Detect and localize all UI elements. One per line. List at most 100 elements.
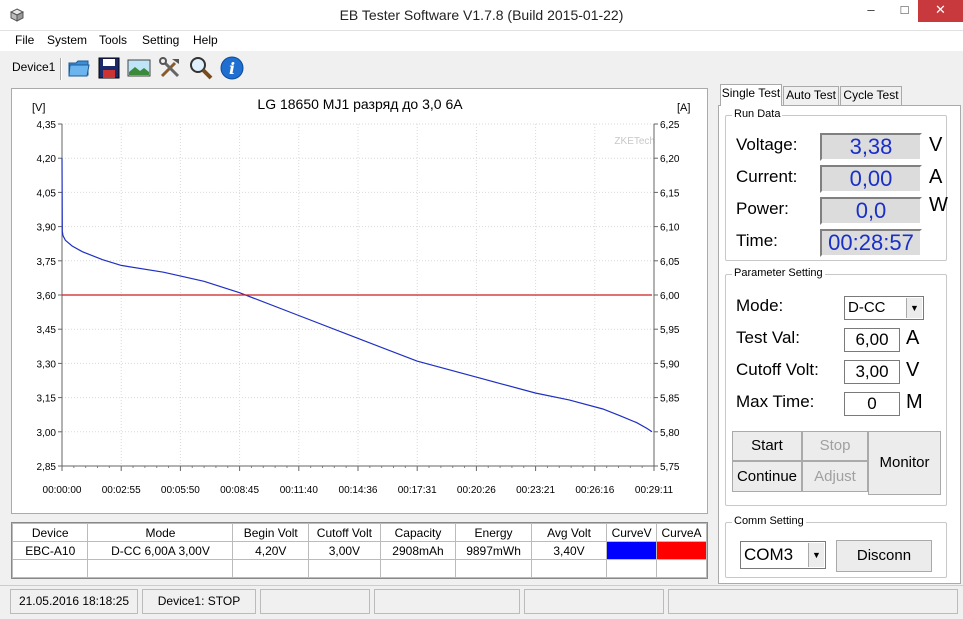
y-tick-label-left: 3,45: [37, 325, 57, 336]
close-button[interactable]: ✕: [918, 0, 963, 22]
status-device-state: Device1: STOP: [142, 589, 256, 614]
parameter-title: Parameter Setting: [732, 267, 825, 279]
y-tick-label-right: 6,00: [660, 291, 680, 302]
y-tick-label-left: 2,85: [37, 462, 57, 473]
col-cutoff-volt: Cutoff Volt: [308, 523, 381, 542]
window-title: EB Tester Software V1.7.8 (Build 2015-01…: [339, 7, 624, 23]
y-tick-label-right: 5,80: [660, 428, 680, 439]
tab-cycle-test[interactable]: Cycle Test: [840, 86, 902, 105]
run-data-group: Run Data Voltage: 3,38 V Current: 0,00 A…: [725, 108, 948, 261]
cell-device: EBC-A10: [12, 541, 89, 560]
cell-avg-volt: 3,40V: [530, 541, 608, 560]
x-tick-label: 00:05:50: [161, 485, 200, 496]
y-tick-label-right: 6,25: [660, 120, 680, 131]
menu-setting[interactable]: Setting: [142, 33, 180, 47]
curve-v-swatch[interactable]: [606, 541, 658, 560]
comm-group: Comm Setting COM3 ▼ Disconn: [725, 515, 947, 578]
x-tick-label: 00:08:45: [220, 485, 259, 496]
y-axis-right-label: [A]: [677, 102, 690, 114]
menu-help[interactable]: Help: [193, 33, 218, 47]
menu-bar: File System Tools Setting Help: [0, 31, 963, 51]
table-row[interactable]: EBC-A10 D-CC 6,00A 3,00V 4,20V 3,00V 290…: [12, 541, 707, 560]
col-device: Device: [12, 523, 89, 542]
time-readout: 00:28:57: [820, 229, 922, 257]
start-button[interactable]: Start: [732, 431, 802, 461]
mode-select[interactable]: D-CC ▼: [844, 296, 924, 320]
tab-single-test[interactable]: Single Test: [720, 84, 782, 106]
image-export-icon[interactable]: [126, 55, 152, 81]
voltage-unit: V: [929, 134, 943, 156]
current-label: Current:: [736, 167, 798, 186]
cutoff-input[interactable]: 3,00: [844, 360, 900, 384]
zoom-icon[interactable]: [188, 55, 214, 81]
device-tab[interactable]: Device1: [12, 60, 56, 74]
y-tick-label-right: 5,95: [660, 325, 680, 336]
menu-file[interactable]: File: [15, 33, 35, 47]
y-tick-label-right: 6,20: [660, 154, 680, 165]
menu-tools[interactable]: Tools: [99, 33, 128, 47]
max-time-unit: M: [906, 391, 923, 413]
x-tick-label: 00:29:11: [635, 485, 674, 496]
time-label: Time:: [736, 231, 778, 250]
y-tick-label-right: 6,10: [660, 223, 680, 234]
chevron-down-icon[interactable]: ▼: [906, 298, 922, 318]
power-unit: W: [929, 194, 948, 216]
monitor-button[interactable]: Monitor: [868, 431, 941, 495]
y-tick-label-left: 3,60: [37, 291, 57, 302]
results-table: Device Mode Begin Volt Cutoff Volt Capac…: [11, 522, 708, 579]
stop-button[interactable]: Stop: [802, 431, 868, 461]
menu-system[interactable]: System: [47, 33, 88, 47]
y-tick-label-left: 3,75: [37, 257, 57, 268]
open-folder-icon[interactable]: [66, 55, 92, 81]
voltage-label: Voltage:: [736, 135, 798, 154]
test-val-unit: A: [906, 327, 920, 349]
y-tick-label-right: 5,85: [660, 394, 680, 405]
mode-label: Mode:: [736, 296, 784, 315]
y-tick-label-left: 3,30: [37, 359, 57, 370]
cutoff-unit: V: [906, 359, 920, 381]
results-header-row: Device Mode Begin Volt Cutoff Volt Capac…: [12, 523, 707, 542]
y-tick-label-left: 4,35: [37, 120, 57, 131]
col-avg-volt: Avg Volt: [530, 523, 608, 542]
x-tick-label: 00:23:21: [516, 485, 555, 496]
col-capacity: Capacity: [379, 523, 457, 542]
com-port-value: COM3: [744, 545, 794, 564]
col-energy: Energy: [455, 523, 532, 542]
title-bar: EB Tester Software V1.7.8 (Build 2015-01…: [0, 0, 963, 31]
minimize-button[interactable]: –: [867, 2, 875, 17]
toolbar-separator: [60, 58, 62, 80]
max-time-input[interactable]: 0: [844, 392, 900, 416]
col-curve-v: CurveV: [606, 523, 658, 542]
col-mode: Mode: [87, 523, 234, 542]
curve-a-swatch[interactable]: [656, 541, 707, 560]
disconnect-button[interactable]: Disconn: [836, 540, 932, 572]
save-disk-icon[interactable]: [96, 55, 122, 81]
x-tick-label: 00:26:16: [575, 485, 614, 496]
adjust-button[interactable]: Adjust: [802, 461, 868, 492]
info-icon[interactable]: i: [219, 55, 245, 81]
svg-text:i: i: [229, 59, 235, 78]
com-port-select[interactable]: COM3 ▼: [740, 541, 826, 569]
current-unit: A: [929, 166, 943, 188]
status-empty-2: [374, 589, 520, 614]
x-tick-label: 00:14:36: [339, 485, 378, 496]
x-tick-label: 00:20:26: [457, 485, 496, 496]
y-tick-label-left: 3,90: [37, 223, 57, 234]
x-tick-label: 00:17:31: [398, 485, 437, 496]
parameter-group: Parameter Setting Mode: D-CC ▼ Test Val:…: [725, 267, 947, 506]
voltage-readout: 3,38: [820, 133, 922, 161]
status-empty-1: [260, 589, 370, 614]
status-empty-3: [524, 589, 664, 614]
x-tick-label: 00:02:55: [102, 485, 141, 496]
col-begin-volt: Begin Volt: [232, 523, 310, 542]
tools-icon[interactable]: [157, 55, 183, 81]
tab-auto-test[interactable]: Auto Test: [783, 86, 839, 105]
chevron-down-icon[interactable]: ▼: [808, 543, 824, 567]
max-time-label: Max Time:: [736, 392, 815, 411]
discharge-chart: LG 18650 MJ1 разряд до 3,0 6А [V] [A] ZK…: [32, 96, 690, 496]
test-val-input[interactable]: 6,00: [844, 328, 900, 352]
maximize-button[interactable]: □: [900, 2, 909, 17]
continue-button[interactable]: Continue: [732, 461, 802, 492]
cell-cutoff-volt: 3,00V: [308, 541, 381, 560]
power-readout: 0,0: [820, 197, 922, 225]
